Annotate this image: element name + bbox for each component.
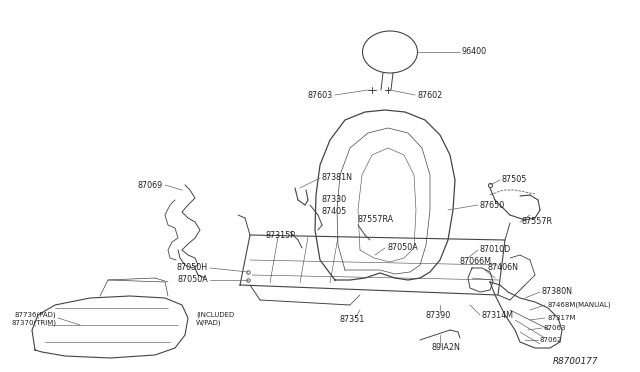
Text: 87063: 87063 — [544, 325, 566, 331]
Text: 87381N: 87381N — [322, 173, 353, 183]
Text: 87390: 87390 — [425, 311, 451, 320]
Text: 87405: 87405 — [322, 208, 348, 217]
Text: 87557R: 87557R — [522, 218, 553, 227]
Text: 87066M: 87066M — [460, 257, 492, 266]
Text: 87406N: 87406N — [487, 263, 518, 273]
Text: W/PAD): W/PAD) — [196, 320, 221, 326]
Text: 87050H: 87050H — [177, 263, 208, 273]
Text: 87317M: 87317M — [547, 315, 575, 321]
Text: 87736(PAD): 87736(PAD) — [14, 312, 56, 318]
Text: (INCLUDED: (INCLUDED — [196, 312, 234, 318]
Text: 87351: 87351 — [340, 315, 365, 324]
Text: 87505: 87505 — [502, 176, 527, 185]
Text: 87069: 87069 — [138, 180, 163, 189]
Text: 89IA2N: 89IA2N — [432, 343, 461, 353]
Text: 87330: 87330 — [322, 196, 347, 205]
Text: 87050A: 87050A — [387, 244, 418, 253]
Text: 87650: 87650 — [480, 201, 505, 209]
Text: 87603: 87603 — [308, 90, 333, 99]
Text: 87380N: 87380N — [542, 288, 573, 296]
Text: 87315P: 87315P — [265, 231, 295, 240]
Text: 87602: 87602 — [417, 90, 442, 99]
Text: 87314M: 87314M — [482, 311, 514, 320]
Text: 87557RA: 87557RA — [358, 215, 394, 224]
Text: 87370(TRIM): 87370(TRIM) — [11, 320, 56, 326]
Text: 87468M(MANUAL): 87468M(MANUAL) — [547, 302, 611, 308]
Text: 87050A: 87050A — [177, 276, 208, 285]
Text: R8700177: R8700177 — [552, 357, 598, 366]
Text: 87062: 87062 — [540, 337, 563, 343]
Text: 87010D: 87010D — [480, 246, 511, 254]
Text: 96400: 96400 — [462, 48, 487, 57]
